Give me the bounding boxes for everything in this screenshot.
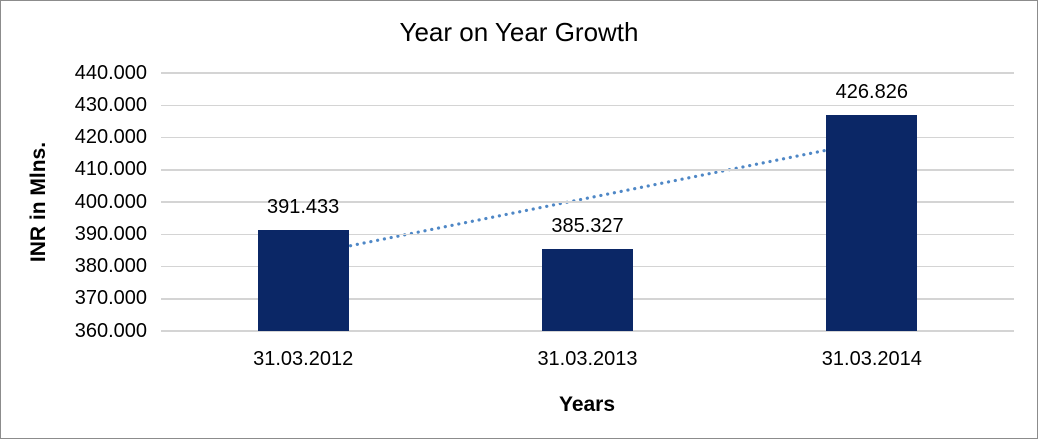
gridline [161,201,1014,203]
y-tick-label: 380.000 [74,255,147,277]
x-tick-label: 31.03.2014 [821,348,922,370]
y-tick-label: 360.000 [74,319,147,342]
y-tick-label: 370.000 [74,287,147,310]
y-tick-label: 420.000 [74,126,147,148]
y-tick-label: 410.000 [74,158,147,181]
gridline [161,72,1014,74]
bar [826,115,918,331]
bar [257,229,349,331]
y-tick-label: 440.000 [74,61,147,84]
x-tick-label: 31.03.2013 [537,348,638,370]
chart-title: Year on Year Growth [399,17,639,47]
bar [542,249,633,331]
bar-value-label: 391.433 [267,195,340,218]
gridline [161,169,1014,171]
gridline [161,136,1014,139]
gridline [161,330,1014,332]
y-tick-label: 390.000 [74,222,147,245]
bar-value-label: 385.327 [551,215,624,238]
x-axis-title: Years [558,393,616,416]
gridline [161,104,1014,106]
bar-value-label: 426.826 [835,81,908,104]
y-tick-label: 400.000 [74,190,147,213]
y-tick-label: 430.000 [74,93,147,116]
gridline [161,233,1014,235]
x-tick-label: 31.03.2012 [253,348,354,370]
